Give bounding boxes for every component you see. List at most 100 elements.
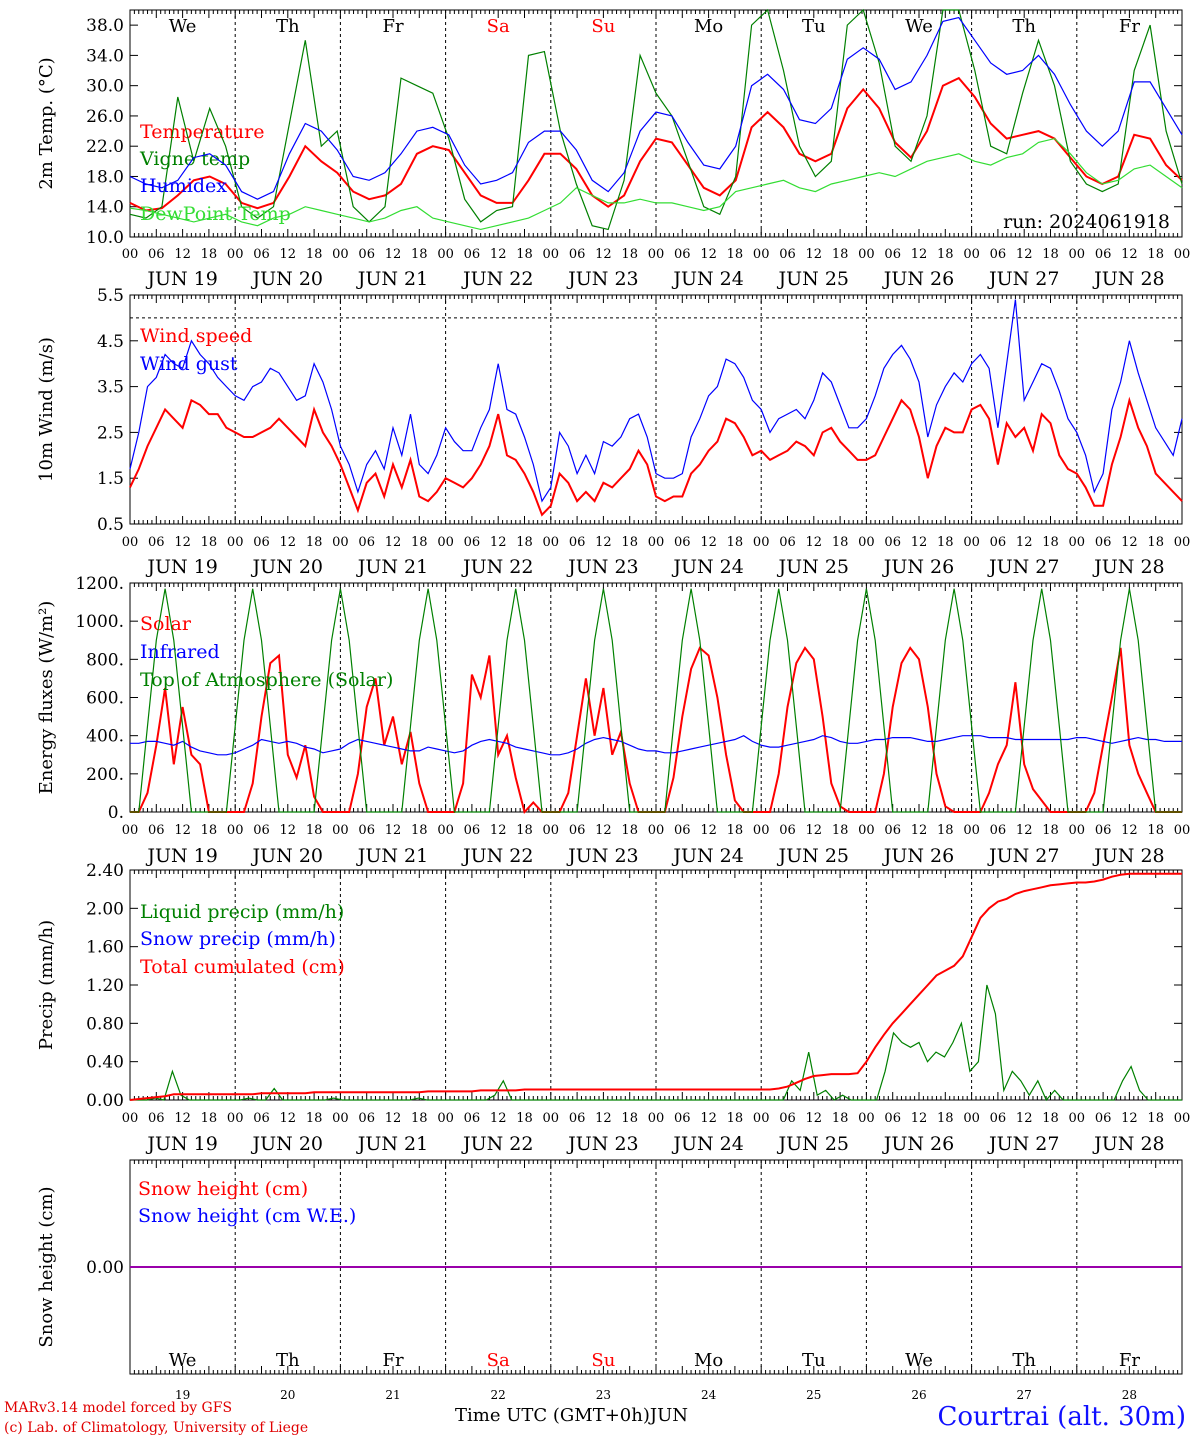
hour-tick-label: 00 bbox=[858, 823, 875, 838]
hour-tick-label: 12 bbox=[490, 823, 507, 838]
legend-entry: Infrared bbox=[140, 641, 220, 663]
y-tick-label: 22.0 bbox=[86, 137, 124, 157]
hour-tick-label: 18 bbox=[937, 535, 954, 550]
hour-tick-label: 12 bbox=[280, 247, 297, 262]
hour-tick-label: 12 bbox=[280, 535, 297, 550]
date-label: JUN 28 bbox=[1092, 268, 1164, 290]
hour-tick-label: 06 bbox=[253, 535, 270, 550]
hour-tick-label: 18 bbox=[1042, 535, 1059, 550]
legend-entry: Snow precip (mm/h) bbox=[140, 928, 336, 950]
hour-tick-label: 00 bbox=[963, 247, 980, 262]
hour-tick-label: 00 bbox=[648, 823, 665, 838]
hour-tick-label: 12 bbox=[385, 535, 402, 550]
weekday-label: Th bbox=[276, 1350, 300, 1371]
y-axis-title: Energy fluxes (W/m²) bbox=[36, 601, 57, 795]
day-number-label: 22 bbox=[491, 1388, 506, 1402]
date-label: JUN 25 bbox=[777, 1133, 849, 1155]
hour-tick-label: 00 bbox=[437, 535, 454, 550]
hour-tick-label: 00 bbox=[122, 535, 139, 550]
day-number-label: 27 bbox=[1017, 1388, 1032, 1402]
y-tick-label: 1.5 bbox=[97, 469, 124, 489]
series-line-temperature bbox=[129, 76, 1183, 212]
date-label: JUN 25 bbox=[777, 268, 849, 290]
weekday-label: Tu bbox=[802, 16, 826, 37]
date-label: JUN 27 bbox=[987, 1133, 1059, 1155]
hour-tick-label: 00 bbox=[437, 823, 454, 838]
y-tick-label: 0.80 bbox=[86, 1014, 124, 1034]
weekday-label: Th bbox=[1012, 1350, 1036, 1371]
hour-tick-label: 00 bbox=[753, 823, 770, 838]
y-tick-label: 5.5 bbox=[97, 286, 124, 306]
hour-tick-label: 12 bbox=[700, 1111, 717, 1126]
date-label: JUN 19 bbox=[145, 1133, 217, 1155]
date-label: JUN 26 bbox=[882, 1133, 954, 1155]
date-label: JUN 23 bbox=[566, 556, 638, 578]
y-tick-label: 1000. bbox=[75, 612, 124, 632]
hour-tick-label: 18 bbox=[201, 247, 218, 262]
hour-tick-label: 18 bbox=[411, 535, 428, 550]
hour-tick-label: 18 bbox=[832, 535, 849, 550]
hour-tick-label: 12 bbox=[1016, 1111, 1033, 1126]
hour-tick-label: 00 bbox=[753, 535, 770, 550]
hour-tick-label: 00 bbox=[1069, 247, 1086, 262]
month-label: JUN bbox=[649, 1405, 689, 1426]
hour-tick-label: 12 bbox=[385, 1111, 402, 1126]
legend-entry: Top of Atmosphere (Solar) bbox=[140, 669, 393, 691]
y-tick-label: 1200. bbox=[75, 574, 124, 594]
hour-tick-label: 00 bbox=[1069, 823, 1086, 838]
y-tick-label: 400. bbox=[86, 727, 124, 747]
hour-tick-label: 12 bbox=[1016, 535, 1033, 550]
weekday-label: Fr bbox=[382, 16, 403, 37]
hour-tick-label: 00 bbox=[543, 247, 560, 262]
hour-tick-label: 12 bbox=[385, 823, 402, 838]
date-label: JUN 25 bbox=[777, 845, 849, 867]
weekday-label: Tu bbox=[802, 1350, 826, 1371]
y-tick-label: 1.20 bbox=[86, 976, 124, 996]
weekday-label: Mo bbox=[694, 1350, 723, 1371]
hour-tick-label: 00 bbox=[543, 1111, 560, 1126]
date-label: JUN 22 bbox=[461, 845, 533, 867]
hour-tick-label: 18 bbox=[937, 1111, 954, 1126]
date-label: JUN 19 bbox=[145, 556, 217, 578]
panel-snow: 0.00 Snow height (cm) Snow height (cm) Snow… bbox=[36, 1159, 1183, 1375]
hour-tick-label: 00 bbox=[543, 535, 560, 550]
x-axis-label: Time UTC (GMT+0h) bbox=[455, 1405, 650, 1426]
date-label: JUN 21 bbox=[356, 268, 428, 290]
run-label: run: 2024061918 bbox=[1003, 211, 1170, 233]
hour-tick-label: 00 bbox=[332, 247, 349, 262]
series-line-wind-gust bbox=[129, 299, 1183, 503]
y-tick-label: 800. bbox=[86, 650, 124, 670]
hour-tick-label: 00 bbox=[963, 535, 980, 550]
hour-tick-label: 18 bbox=[1147, 823, 1164, 838]
date-label: JUN 24 bbox=[671, 268, 743, 290]
hour-tick-label: 18 bbox=[727, 1111, 744, 1126]
hour-tick-label: 00 bbox=[753, 1111, 770, 1126]
y-tick-label: 2.00 bbox=[86, 899, 124, 919]
hour-tick-label: 18 bbox=[411, 247, 428, 262]
date-label: JUN 20 bbox=[251, 845, 323, 867]
hour-tick-label: 00 bbox=[963, 823, 980, 838]
y-tick-label: 200. bbox=[86, 765, 124, 785]
y-tick-label: 0.40 bbox=[86, 1053, 124, 1073]
date-label: JUN 20 bbox=[251, 268, 323, 290]
hour-tick-label: 06 bbox=[884, 823, 901, 838]
hour-tick-label: 00 bbox=[227, 823, 244, 838]
hour-tick-label: 18 bbox=[306, 247, 323, 262]
y-tick-label: 600. bbox=[86, 689, 124, 709]
y-tick-label: 0.00 bbox=[86, 1091, 124, 1111]
series-line-top-of-atmosphere-solar- bbox=[130, 588, 1182, 813]
legend-entry: Humidex bbox=[140, 175, 227, 197]
weekday-label: Th bbox=[1012, 16, 1036, 37]
hour-tick-label: 18 bbox=[727, 535, 744, 550]
hour-tick-label: 12 bbox=[1121, 247, 1138, 262]
weekday-label: We bbox=[169, 1350, 197, 1371]
hour-tick-label: 06 bbox=[148, 1111, 165, 1126]
series-line-total-cumulated-cm- bbox=[129, 872, 1182, 1101]
hour-tick-label: 00 bbox=[543, 823, 560, 838]
y-axis-title: 2m Temp. (°C) bbox=[36, 57, 57, 189]
legend-entry: DewPoint Temp bbox=[140, 203, 291, 225]
hour-tick-label: 18 bbox=[201, 535, 218, 550]
hour-tick-label: 12 bbox=[174, 823, 191, 838]
hour-tick-label: 18 bbox=[832, 823, 849, 838]
date-label: JUN 28 bbox=[1092, 556, 1164, 578]
